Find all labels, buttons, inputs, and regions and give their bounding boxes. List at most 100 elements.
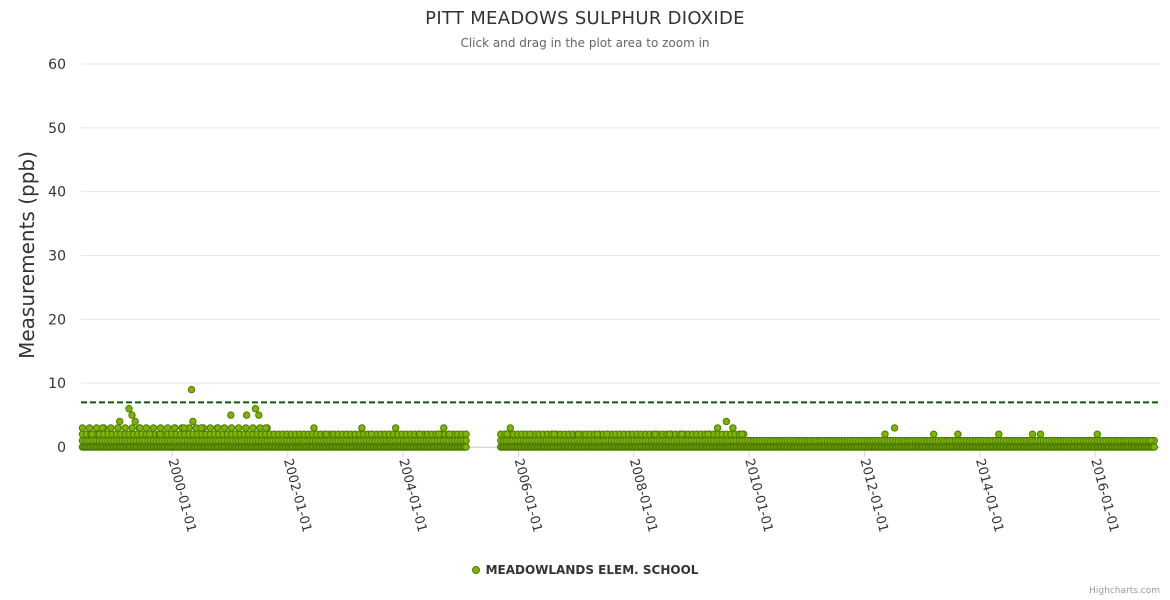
data-point[interactable]: [445, 430, 454, 438]
data-point[interactable]: [131, 417, 139, 426]
y-tick-label: 60: [48, 57, 66, 73]
chart-title: PITT MEADOWS SULPHUR DIOXIDE: [425, 8, 745, 29]
data-point[interactable]: [180, 424, 188, 432]
x-tick-label: 2016-01-01: [1087, 457, 1121, 534]
data-point[interactable]: [249, 424, 257, 432]
legend-item-meadowlands[interactable]: MEADOWLANDS ELEM. SCHOOL: [0, 563, 1170, 577]
legend-marker-icon: [471, 565, 480, 574]
y-tick-label: 30: [48, 249, 66, 265]
data-point[interactable]: [506, 424, 514, 432]
data-point[interactable]: [107, 424, 115, 432]
data-point[interactable]: [1028, 430, 1037, 438]
data-point[interactable]: [170, 424, 179, 432]
data-point[interactable]: [128, 424, 136, 432]
x-tick-label: 2006-01-01: [511, 457, 545, 534]
data-point[interactable]: [881, 430, 889, 438]
data-point[interactable]: [116, 417, 124, 426]
legend-label: MEADOWLANDS ELEM. SCHOOL: [485, 563, 699, 577]
data-point[interactable]: [574, 430, 582, 438]
data-point[interactable]: [88, 430, 96, 438]
data-point[interactable]: [930, 430, 938, 438]
x-tick-label: 2012-01-01: [857, 457, 891, 534]
data-point[interactable]: [603, 430, 611, 438]
data-point[interactable]: [462, 436, 470, 445]
data-point[interactable]: [98, 424, 107, 432]
data-point[interactable]: [416, 430, 424, 438]
x-tick-label: 2000-01-01: [165, 457, 199, 534]
data-point[interactable]: [142, 424, 151, 432]
data-point[interactable]: [156, 430, 164, 438]
data-point[interactable]: [214, 424, 222, 432]
data-point[interactable]: [206, 424, 215, 432]
x-tick-label: 2004-01-01: [395, 457, 429, 534]
data-point[interactable]: [310, 424, 318, 432]
credits-link[interactable]: Highcharts.com: [1089, 586, 1160, 596]
data-point[interactable]: [125, 405, 133, 413]
data-point[interactable]: [367, 430, 376, 438]
data-point[interactable]: [242, 411, 251, 419]
data-point[interactable]: [435, 430, 443, 438]
x-axis: 2000-01-01 2002-01-01 2004-01-01 2006-01-01…: [81, 447, 1160, 534]
data-point[interactable]: [121, 424, 129, 432]
data-point[interactable]: [322, 430, 330, 438]
y-tick-label: 10: [48, 376, 66, 392]
data-point[interactable]: [235, 424, 243, 432]
data-point[interactable]: [665, 430, 674, 438]
data-point[interactable]: [146, 430, 154, 438]
data-point[interactable]: [890, 424, 899, 432]
data-point[interactable]: [128, 411, 136, 419]
data-point[interactable]: [995, 430, 1003, 438]
data-point[interactable]: [550, 430, 558, 438]
data-point[interactable]: [187, 385, 196, 394]
data-point[interactable]: [462, 430, 470, 438]
data-point[interactable]: [78, 424, 87, 432]
data-point[interactable]: [462, 443, 470, 451]
x-tick-label: 2014-01-01: [972, 457, 1006, 534]
data-point[interactable]: [227, 411, 235, 419]
data-point[interactable]: [149, 424, 158, 432]
data-point[interactable]: [156, 424, 165, 432]
data-point[interactable]: [242, 424, 250, 432]
data-point[interactable]: [114, 424, 122, 432]
data-point[interactable]: [722, 417, 731, 426]
data-point[interactable]: [255, 411, 263, 419]
y-tick-label: 40: [48, 185, 66, 201]
data-point[interactable]: [1036, 430, 1045, 438]
grid-lines: [81, 63, 1160, 448]
y-axis-title: Measurements (ppb): [15, 151, 39, 359]
data-point[interactable]: [189, 417, 197, 426]
data-point[interactable]: [262, 424, 270, 432]
data-point[interactable]: [954, 430, 962, 438]
y-tick-label: 0: [57, 440, 66, 456]
data-point[interactable]: [651, 430, 659, 438]
series-meadowlands[interactable]: [78, 385, 1159, 451]
data-point[interactable]: [136, 424, 144, 432]
data-point[interactable]: [503, 430, 511, 438]
data-point[interactable]: [526, 430, 534, 438]
y-tick-label: 20: [48, 312, 66, 328]
data-point[interactable]: [678, 430, 686, 438]
data-point[interactable]: [358, 424, 366, 432]
data-point[interactable]: [593, 430, 601, 438]
data-point[interactable]: [1147, 436, 1155, 445]
data-point[interactable]: [713, 424, 722, 432]
data-point[interactable]: [704, 430, 712, 438]
y-axis-labels: 0 10 20 30 40 50 60: [48, 57, 66, 456]
data-point[interactable]: [85, 424, 94, 432]
data-point[interactable]: [220, 424, 229, 432]
data-point[interactable]: [227, 424, 236, 432]
data-point[interactable]: [164, 424, 172, 432]
data-point[interactable]: [197, 424, 205, 432]
y-tick-label: 50: [48, 121, 66, 137]
data-point[interactable]: [251, 405, 260, 413]
data-point[interactable]: [440, 424, 448, 432]
data-point[interactable]: [392, 424, 400, 432]
x-tick-label: 2002-01-01: [280, 457, 314, 534]
x-tick-label: 2008-01-01: [626, 457, 660, 534]
chart-subtitle: Click and drag in the plot area to zoom …: [460, 36, 710, 50]
data-point[interactable]: [738, 430, 746, 438]
data-point[interactable]: [1150, 443, 1159, 451]
data-point[interactable]: [1093, 430, 1102, 438]
data-point[interactable]: [729, 424, 737, 432]
